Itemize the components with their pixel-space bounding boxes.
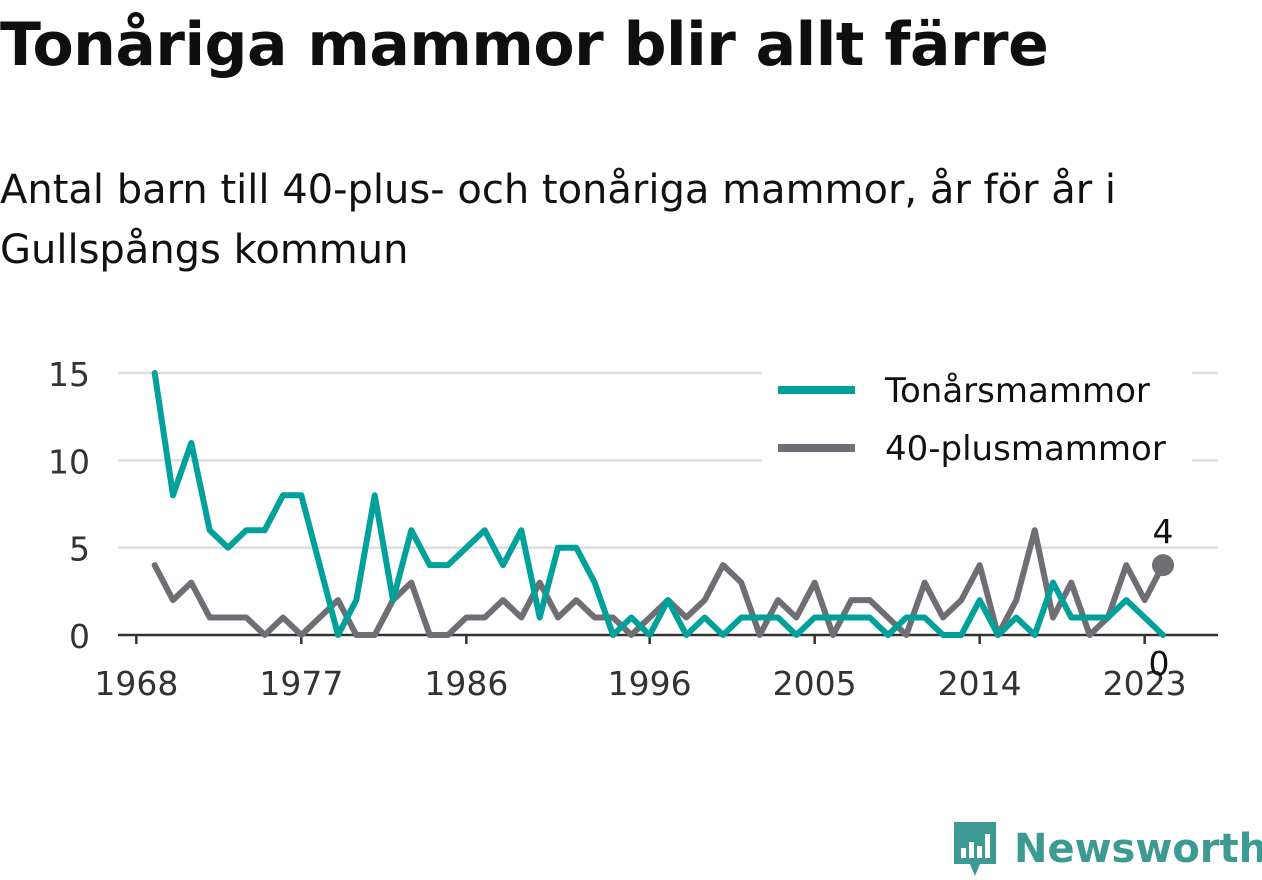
chart-title: Tonåriga mammor blir allt färre	[0, 10, 1049, 80]
end-point-40-plusmammor	[1152, 554, 1174, 577]
end-label-tonarsmammor: 0	[1149, 644, 1170, 683]
y-tick-label: 0	[69, 617, 90, 656]
x-tick-label: 2023	[1103, 664, 1187, 703]
legend-background	[762, 365, 1192, 470]
x-tick-label: 1986	[424, 664, 508, 703]
y-tick-label: 5	[69, 530, 90, 569]
x-tick-label: 1977	[259, 664, 343, 703]
x-tick-label: 1968	[94, 664, 178, 703]
x-tick-label: 1996	[608, 664, 692, 703]
series-lines	[151, 370, 1166, 638]
x-tick-label: 2005	[773, 664, 857, 703]
x-axis-tick-labels: 1968 1977 1986 1996 2005 2014 2023	[94, 635, 1187, 703]
chart-subtitle: Antal barn till 40-plus- och tonåriga ma…	[0, 167, 1117, 273]
end-label-40-plusmammor: 4	[1153, 512, 1174, 551]
y-tick-label: 10	[48, 442, 90, 481]
newsworthy-logo-icon	[954, 822, 996, 876]
legend-label: Tonårsmammor	[884, 371, 1150, 411]
x-tick-label: 2014	[938, 664, 1022, 703]
end-labels: 40	[1149, 512, 1174, 683]
legend: Tonårsmammor 40-plusmammor	[762, 365, 1192, 470]
logo-text: Newsworthy	[1014, 826, 1262, 872]
legend-label: 40-plusmammor	[885, 429, 1166, 469]
y-axis-tick-labels: 0 5 10 15	[48, 355, 90, 656]
series-line-tonarsmammor	[151, 370, 1166, 638]
newsworthy-logo[interactable]: Newsworthy	[950, 818, 1262, 880]
y-tick-label: 15	[48, 355, 90, 394]
